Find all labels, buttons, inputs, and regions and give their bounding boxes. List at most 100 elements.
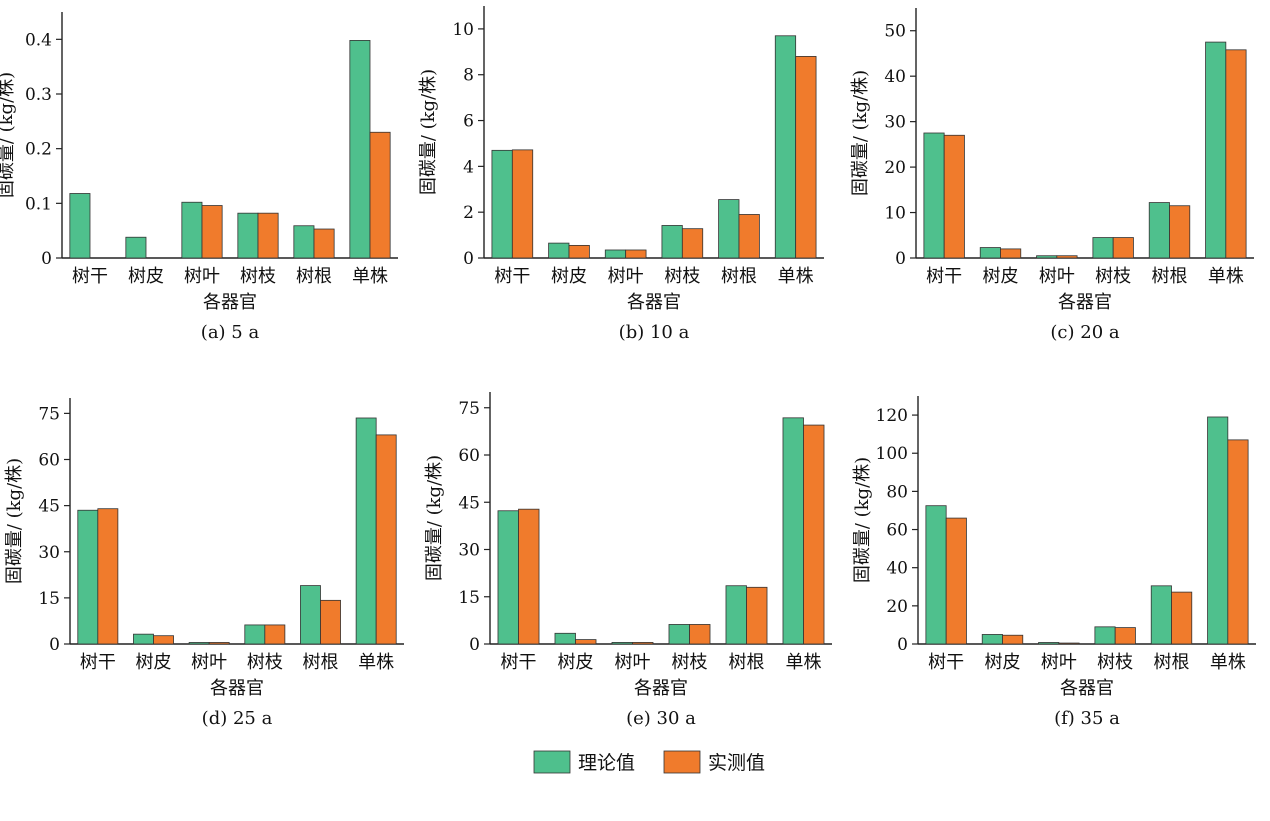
bar-measured <box>945 517 967 645</box>
bar-theoretical <box>491 149 513 259</box>
x-category-label: 单株 <box>778 266 814 287</box>
x-category-label: 树皮 <box>551 266 587 287</box>
y-tick-label: 0.3 <box>25 85 52 105</box>
bar-theoretical <box>925 505 947 645</box>
bar-measured <box>1112 237 1134 259</box>
y-tick-label: 0.1 <box>25 194 52 214</box>
bar-theoretical <box>1094 626 1116 645</box>
bar-measured <box>738 214 760 259</box>
bar-measured <box>1056 255 1078 259</box>
x-category-label: 树根 <box>296 266 332 287</box>
bar-theoretical <box>188 642 210 645</box>
bar-theoretical <box>554 632 576 645</box>
y-tick-label: 10 <box>452 20 474 40</box>
y-axis-title: 固碳量/ (kg/株) <box>4 458 25 584</box>
x-category-label: 树叶 <box>1041 652 1077 673</box>
y-tick-label: 45 <box>458 493 480 513</box>
bar-theoretical <box>77 509 99 645</box>
bar-measured <box>201 205 223 259</box>
bar-measured <box>943 134 965 259</box>
bar-theoretical <box>981 634 1003 645</box>
bar-theoretical <box>69 193 91 259</box>
y-tick-label: 8 <box>463 66 474 86</box>
bar-measured <box>803 424 825 645</box>
bar-measured <box>632 642 654 645</box>
x-category-label: 树皮 <box>136 652 172 673</box>
x-category-label: 树叶 <box>191 652 227 673</box>
y-axis-title: 固碳量/ (kg/株) <box>850 70 871 196</box>
bar-theoretical <box>782 417 804 645</box>
bar-theoretical <box>125 236 147 259</box>
bar-measured <box>518 508 540 645</box>
x-axis-title: 各器官 <box>634 678 688 699</box>
x-category-label: 树叶 <box>608 266 644 287</box>
x-category-label: 树干 <box>494 266 530 287</box>
bar-theoretical <box>293 225 315 259</box>
bar-measured <box>1171 591 1193 645</box>
x-category-label: 单株 <box>358 652 394 673</box>
bar-theoretical <box>1092 237 1114 259</box>
x-category-label: 树干 <box>926 266 962 287</box>
y-tick-label: 75 <box>458 399 480 419</box>
panel-caption: (c) 20 a <box>1050 322 1119 343</box>
x-axis-title: 各器官 <box>210 678 264 699</box>
bar-theoretical <box>497 510 519 645</box>
y-axis-title: 固碳量/ (kg/株) <box>418 69 439 195</box>
x-category-label: 树枝 <box>664 266 700 287</box>
x-category-label: 树皮 <box>558 652 594 673</box>
bar-measured <box>568 244 590 259</box>
bar-measured <box>313 228 335 259</box>
bar-theoretical <box>923 132 945 259</box>
y-tick-label: 20 <box>884 158 906 178</box>
bar-theoretical <box>349 40 371 259</box>
bar-measured <box>575 639 597 645</box>
bar-theoretical <box>1205 41 1227 259</box>
y-tick-label: 0 <box>895 249 906 269</box>
bar-measured <box>1114 627 1136 645</box>
y-tick-label: 2 <box>463 203 474 223</box>
legend-label-theoretical: 理论值 <box>578 752 635 774</box>
bar-measured <box>689 624 711 645</box>
bar-theoretical <box>548 242 570 259</box>
y-axis-title: 固碳量/ (kg/株) <box>852 457 873 583</box>
bar-measured <box>625 249 647 259</box>
x-axis-title: 各器官 <box>627 292 681 313</box>
y-tick-label: 4 <box>463 157 474 177</box>
x-category-label: 树枝 <box>247 652 283 673</box>
bar-measured <box>375 434 397 645</box>
bar-measured <box>1058 642 1080 645</box>
bar-theoretical <box>604 249 627 259</box>
y-tick-label: 60 <box>38 451 60 471</box>
panel-caption: (a) 5 a <box>201 322 260 343</box>
bar-measured <box>320 599 341 645</box>
y-tick-label: 0 <box>49 635 60 655</box>
y-tick-label: 60 <box>458 446 480 466</box>
bar-measured <box>369 131 391 259</box>
y-tick-label: 6 <box>463 112 474 132</box>
y-axis-title: 固碳量/ (kg/株) <box>424 455 445 581</box>
bar-measured <box>1000 248 1022 259</box>
x-category-label: 树根 <box>1152 266 1188 287</box>
bar-measured <box>153 635 174 645</box>
y-tick-label: 40 <box>886 559 908 579</box>
bar-theoretical <box>133 633 154 645</box>
legend: 理论值 实测值 <box>533 750 765 774</box>
y-tick-label: 30 <box>38 543 60 563</box>
bar-measured <box>511 149 534 259</box>
y-tick-label: 30 <box>884 113 906 133</box>
x-category-label: 树叶 <box>615 652 651 673</box>
bar-measured <box>264 624 286 645</box>
y-tick-label: 30 <box>458 541 480 561</box>
bar-measured <box>1227 439 1249 645</box>
y-tick-label: 45 <box>38 497 60 517</box>
x-category-label: 树根 <box>721 266 757 287</box>
y-tick-label: 0.2 <box>25 140 52 160</box>
x-category-label: 树根 <box>303 652 339 673</box>
x-category-label: 树干 <box>80 652 116 673</box>
y-tick-label: 0 <box>469 635 480 655</box>
x-category-label: 树枝 <box>240 266 276 287</box>
x-axis-title: 各器官 <box>1060 678 1114 699</box>
